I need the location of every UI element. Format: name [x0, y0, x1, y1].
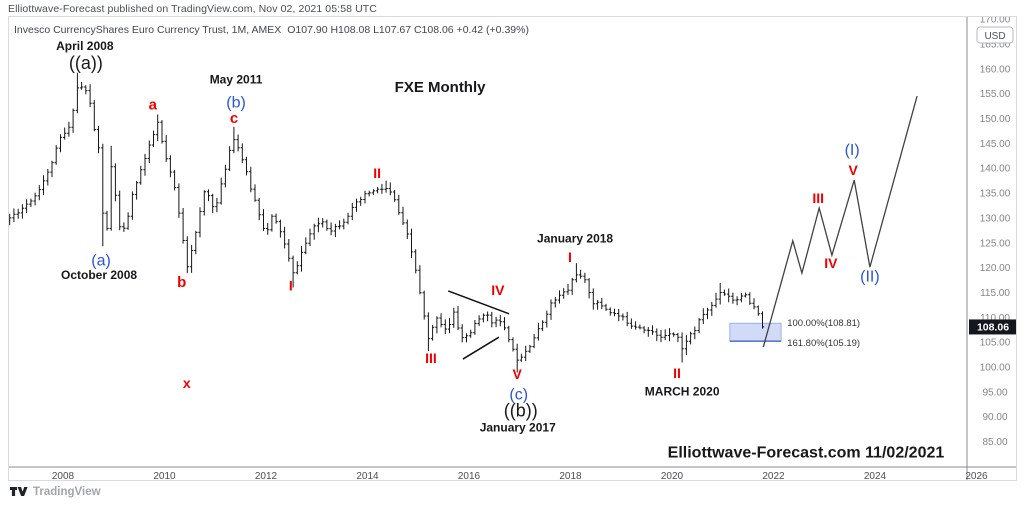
year-label-2018: 2018	[559, 471, 582, 480]
annotation-4: (b)	[226, 95, 246, 112]
annotation-29: 100.00%(108.81)	[787, 318, 860, 329]
annotation-5: c	[230, 110, 238, 127]
annotation-3: May 2011	[210, 72, 263, 86]
annotation-22: FXE Monthly	[395, 79, 486, 96]
trendline-1	[447, 290, 510, 315]
current-price-value: 108.06	[977, 322, 1009, 334]
year-label-2010: 2010	[153, 471, 176, 480]
annotation-16: ((b))	[504, 401, 538, 421]
annotation-20: II	[673, 365, 681, 381]
price-label-105: 105.00	[980, 338, 1011, 349]
price-label-165: 165.00	[980, 39, 1011, 50]
price-bars	[9, 72, 765, 373]
annotation-1: ((a))	[69, 53, 103, 73]
annotation-27: (I)	[845, 142, 860, 159]
tradingview-attribution[interactable]: TradingView	[10, 485, 101, 499]
price-label-100: 100.00	[980, 363, 1011, 374]
price-label-130: 130.00	[980, 213, 1011, 224]
annotation-24: III	[812, 190, 824, 206]
forecast-path	[762, 95, 918, 348]
annotation-28: (II)	[860, 269, 880, 286]
price-label-155: 155.00	[980, 89, 1011, 100]
year-label-2012: 2012	[255, 471, 278, 480]
annotation-6: (a)	[91, 253, 111, 270]
annotation-26: V	[849, 162, 859, 178]
fib-support-zone	[729, 322, 782, 342]
ohlc-values: O107.90 H108.08 L107.67 C108.06 +0.42 (+…	[287, 24, 529, 36]
price-label-140: 140.00	[980, 164, 1011, 175]
year-label-2026: 2026	[965, 471, 988, 480]
price-label-125: 125.00	[980, 238, 1011, 249]
annotation-13: IV	[491, 282, 505, 298]
price-label-135: 135.00	[980, 189, 1011, 200]
price-label-85: 85.00	[982, 437, 1007, 448]
annotation-11: II	[373, 165, 381, 181]
currency-unit-label: USD	[984, 31, 1005, 42]
annotation-2: a	[149, 96, 158, 113]
price-label-150: 150.00	[980, 114, 1011, 125]
annotation-14: V	[513, 366, 523, 382]
tradingview-logo-icon	[10, 487, 28, 496]
annotation-15: (c)	[509, 386, 528, 403]
year-label-2024: 2024	[864, 471, 887, 480]
annotation-7: October 2008	[61, 268, 137, 282]
year-label-2014: 2014	[356, 471, 379, 480]
symbol-legend: Invesco CurrencyShares Euro Currency Tru…	[14, 24, 529, 36]
annotation-8: b	[177, 274, 186, 291]
annotation-25: IV	[824, 255, 838, 271]
current-price-badge	[969, 319, 1016, 335]
annotation-18: January 2018	[537, 231, 613, 245]
year-label-2016: 2016	[458, 471, 481, 480]
tradingview-logo-text: TradingView	[33, 486, 101, 498]
trendline-2	[462, 336, 500, 360]
price-label-170: 170.00	[980, 17, 1011, 26]
price-label-90: 90.00	[982, 412, 1007, 423]
chart-canvas[interactable]: April 2008((a)) a May 2011 (b)c (a)October 2…	[9, 17, 1016, 480]
annotation-10: I	[289, 277, 293, 293]
annotation-23: Elliottwave-Forecast.com 11/02/2021	[668, 445, 945, 462]
publish-header: Elliottwave-Forecast published on Tradin…	[8, 3, 377, 15]
year-label-2008: 2008	[52, 471, 75, 480]
price-label-120: 120.00	[980, 263, 1011, 274]
price-label-110: 110.00	[980, 313, 1010, 324]
annotation-21: MARCH 2020	[645, 385, 720, 399]
chart-widget: April 2008 ((a)) a May 2011 (b) c (a) October 2…	[8, 16, 1017, 481]
annotation-9: x	[183, 375, 191, 391]
price-label-115: 115.00	[980, 288, 1010, 299]
price-label-95: 95.00	[982, 387, 1007, 398]
annotation-17: January 2017	[480, 420, 556, 434]
year-label-2020: 2020	[661, 471, 684, 480]
price-label-160: 160.00	[980, 64, 1011, 75]
annotation-19: I	[568, 249, 572, 265]
annotation-0: April 2008	[56, 39, 114, 53]
currency-unit-badge[interactable]	[976, 26, 1014, 44]
price-label-145: 145.00	[980, 139, 1011, 150]
symbol-description: Invesco CurrencyShares Euro Currency Tru…	[14, 24, 282, 36]
annotation-30: 161.80%(105.19)	[787, 338, 860, 349]
annotation-12: III	[425, 350, 437, 366]
year-label-2022: 2022	[762, 471, 785, 480]
